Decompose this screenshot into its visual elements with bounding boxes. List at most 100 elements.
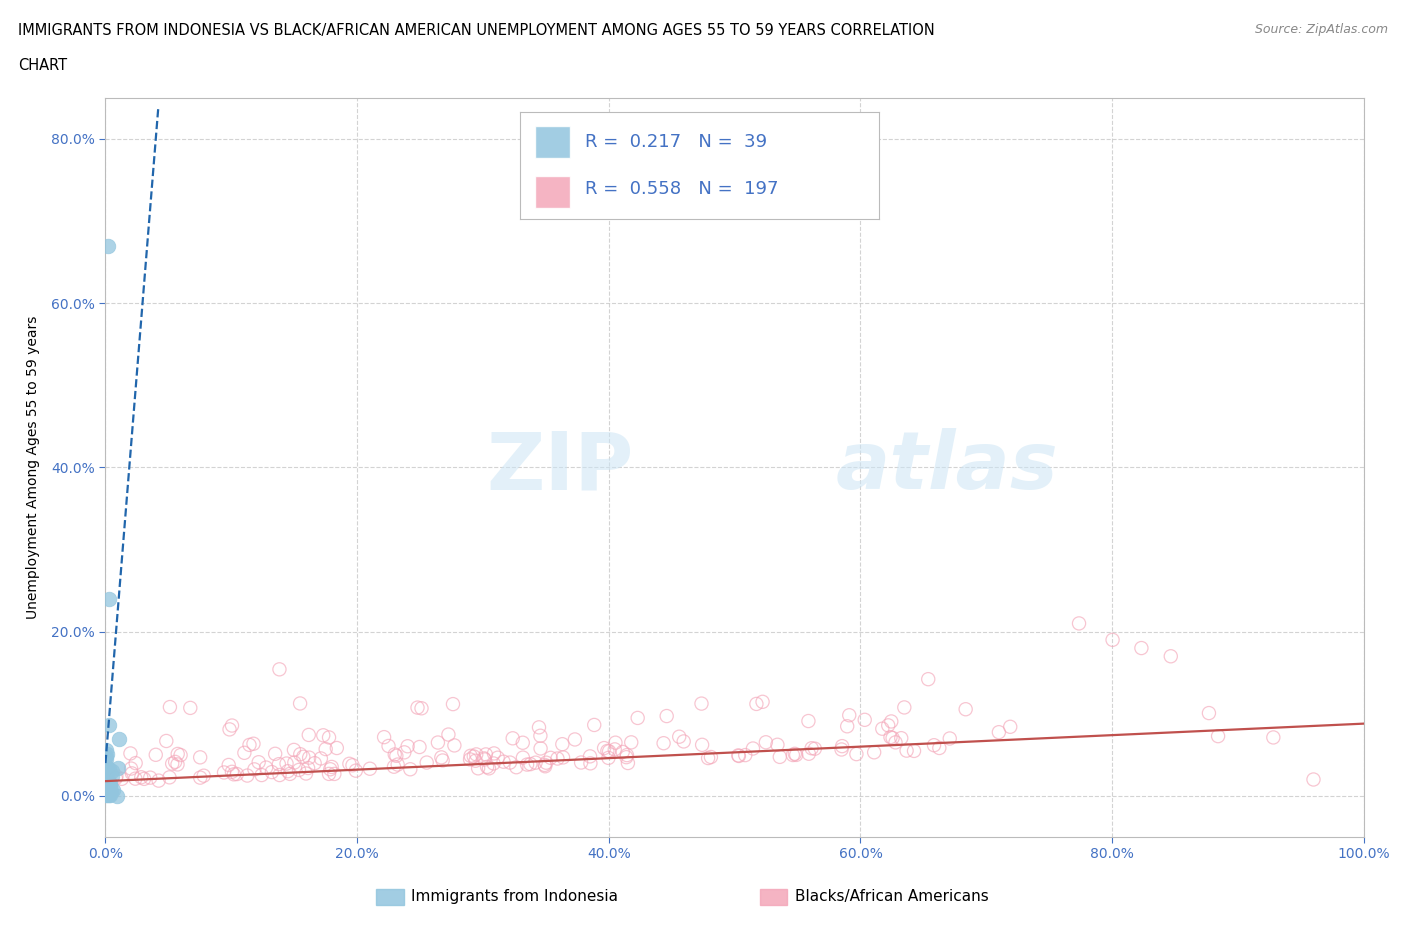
Point [512, 736, 534, 751]
Point [460, 749, 482, 764]
Point [690, 737, 713, 752]
Point [290, 747, 312, 762]
FancyBboxPatch shape [375, 889, 404, 905]
Point [534, 755, 557, 770]
Point [337, 756, 360, 771]
FancyBboxPatch shape [534, 126, 571, 157]
Point [524, 755, 547, 770]
Point [499, 755, 522, 770]
Point [540, 751, 562, 765]
Point [492, 754, 515, 769]
Point [766, 737, 789, 752]
Point [283, 742, 305, 757]
Point [478, 761, 501, 776]
Point [804, 741, 827, 756]
Point [406, 700, 429, 715]
Point [94, 749, 117, 764]
Point [1302, 772, 1324, 787]
Point [298, 727, 321, 742]
Point [312, 728, 335, 743]
Point [534, 759, 557, 774]
Point [98, 591, 121, 606]
Point [797, 746, 820, 761]
Point [486, 751, 509, 765]
Point [596, 743, 619, 758]
Point [877, 718, 900, 733]
Point [264, 747, 287, 762]
Point [94, 787, 117, 802]
Point [309, 751, 332, 766]
Point [221, 718, 243, 733]
Point [94, 785, 117, 800]
Point [1101, 632, 1123, 647]
Point [884, 735, 907, 750]
Point [872, 722, 894, 737]
Point [278, 766, 301, 781]
Point [221, 764, 243, 779]
Point [267, 757, 290, 772]
Point [129, 770, 152, 785]
Text: R =  0.558   N =  197: R = 0.558 N = 197 [585, 179, 779, 197]
Point [882, 731, 904, 746]
Point [598, 751, 620, 765]
Point [800, 741, 823, 756]
Point [260, 764, 283, 779]
Point [917, 671, 939, 686]
Point [226, 766, 249, 781]
Point [292, 750, 315, 764]
Point [533, 757, 555, 772]
Point [98, 717, 121, 732]
Point [179, 700, 201, 715]
Point [727, 748, 749, 763]
Point [139, 770, 162, 785]
Text: atlas: atlas [835, 429, 1059, 506]
Point [583, 718, 606, 733]
Point [598, 744, 620, 759]
Point [863, 745, 886, 760]
Point [107, 761, 129, 776]
Point [96, 776, 118, 790]
Point [254, 760, 277, 775]
Point [342, 758, 364, 773]
Text: Immigrants from Indonesia: Immigrants from Indonesia [411, 889, 619, 904]
Point [751, 695, 773, 710]
Point [107, 731, 129, 746]
Point [242, 737, 264, 751]
Point [474, 752, 496, 767]
Point [579, 749, 602, 764]
Point [475, 747, 498, 762]
Point [124, 771, 146, 786]
Point [728, 749, 751, 764]
Point [627, 711, 650, 725]
Point [519, 757, 541, 772]
Point [838, 708, 860, 723]
Point [411, 701, 433, 716]
Point [569, 755, 592, 770]
Point [218, 722, 240, 737]
Point [94, 764, 117, 779]
Point [94, 771, 117, 786]
Point [97, 785, 120, 800]
Point [396, 738, 419, 753]
Point [100, 777, 122, 792]
Point [283, 755, 305, 770]
Point [94, 784, 117, 799]
Point [159, 770, 181, 785]
Point [96, 783, 118, 798]
Point [655, 709, 678, 724]
Point [614, 750, 637, 764]
Text: Source: ZipAtlas.com: Source: ZipAtlas.com [1254, 23, 1388, 36]
Point [318, 766, 340, 781]
Point [269, 662, 291, 677]
Point [896, 743, 918, 758]
Point [551, 737, 574, 751]
Point [148, 773, 170, 788]
Point [276, 756, 298, 771]
Point [96, 742, 118, 757]
Point [603, 742, 626, 757]
Point [100, 768, 122, 783]
Point [512, 751, 534, 765]
Point [593, 740, 616, 755]
Point [617, 755, 640, 770]
Point [505, 760, 527, 775]
